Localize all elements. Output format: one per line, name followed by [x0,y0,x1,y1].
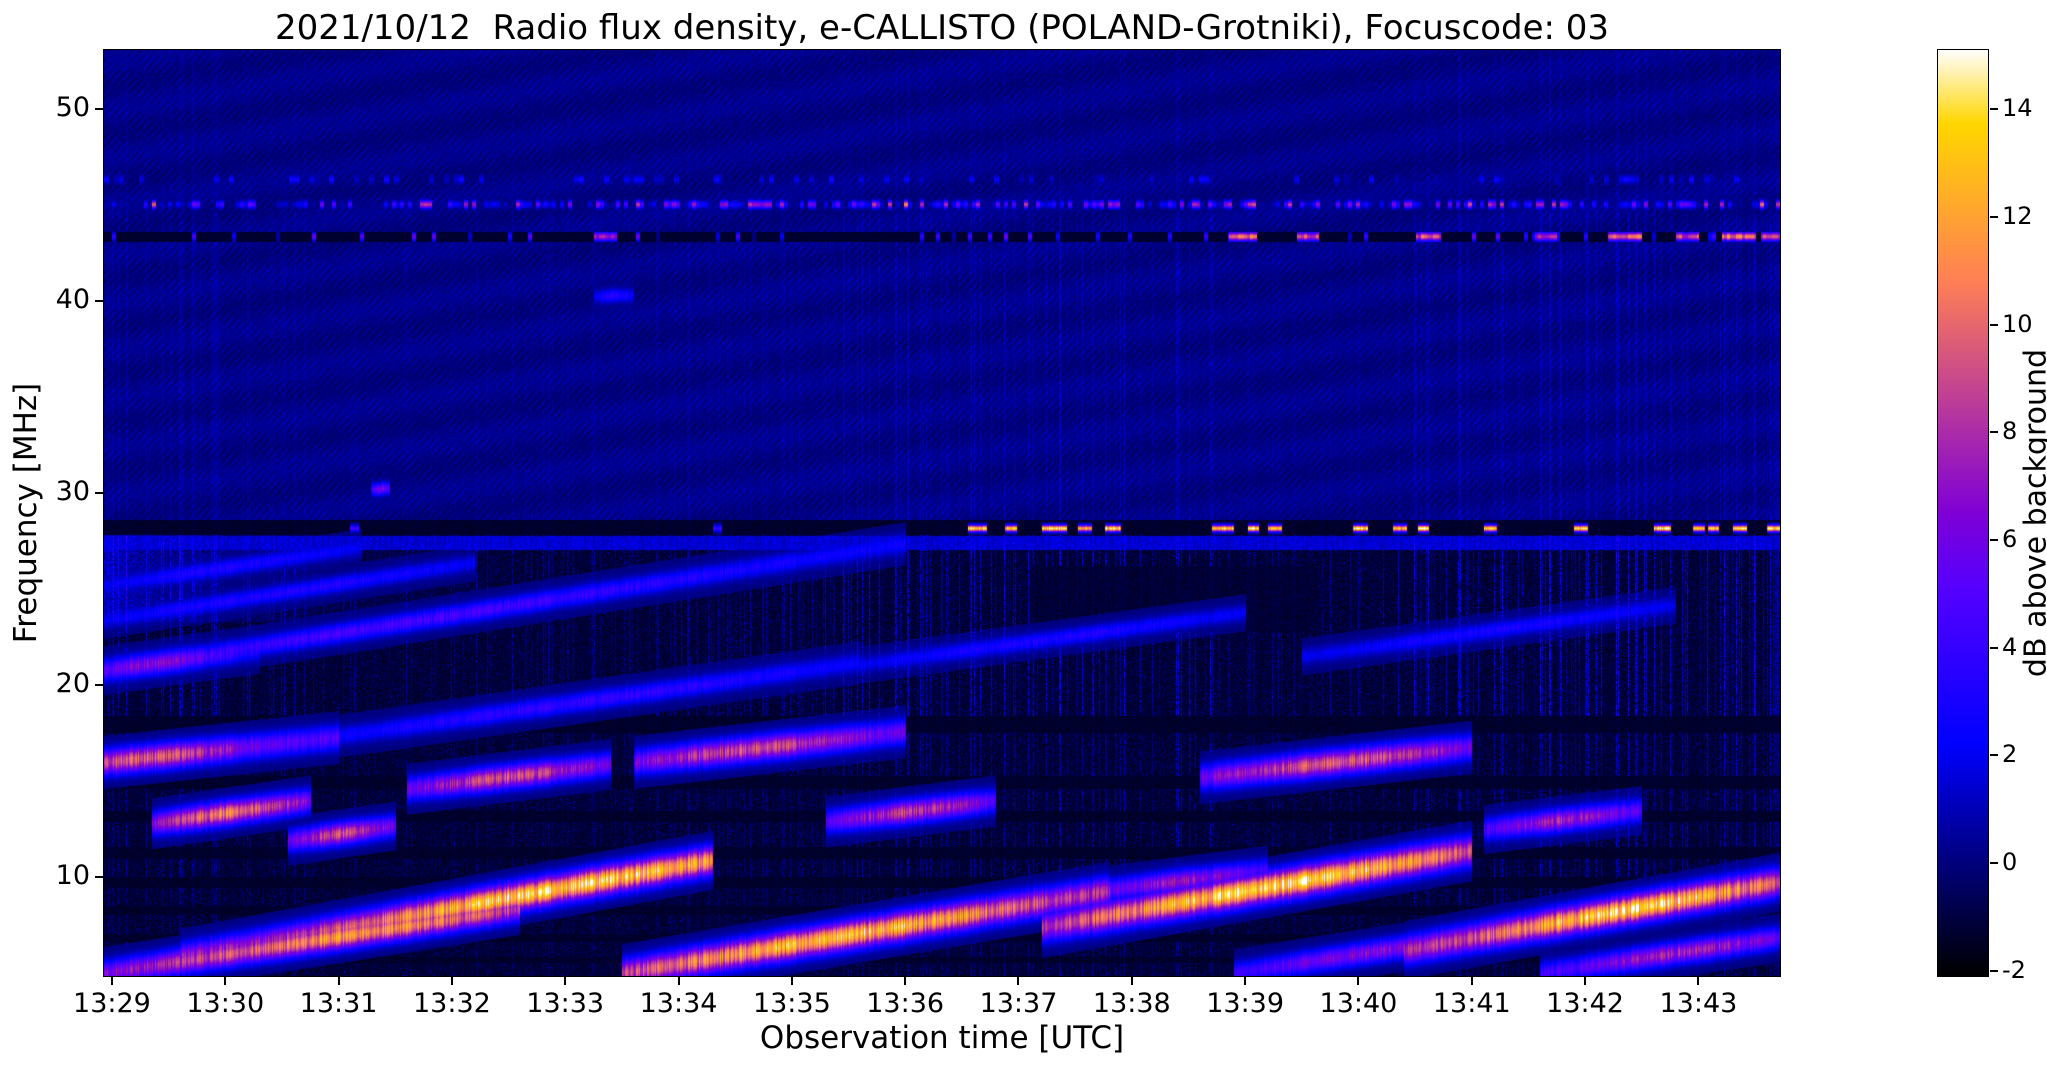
x-tick-mark [1017,977,1020,985]
colorbar-tick-label: 6 [2002,524,2018,553]
colorbar-tick-mark [1990,323,1998,326]
x-tick-mark [1697,977,1700,985]
y-tick-label: 10 [55,860,90,892]
x-tick-label: 13:38 [1092,988,1171,1019]
x-tick-mark [1244,977,1247,985]
x-axis-label: Observation time [UTC] [759,1020,1125,1056]
colorbar-tick-label: 14 [2002,94,2033,123]
colorbar-tick-label: -2 [2002,955,2026,984]
colorbar-tick-mark [1990,108,1998,111]
colorbar-tick-mark [1990,431,1998,434]
x-tick-mark [1357,977,1360,985]
x-tick-mark [1584,977,1587,985]
x-tick-label: 13:43 [1659,988,1738,1019]
colorbar-label: dB above background [2018,348,2047,678]
colorbar-tick-mark [1990,646,1998,649]
colorbar-tick-label: 10 [2002,309,2033,338]
x-tick-mark [1470,977,1473,985]
y-tick-mark [95,876,103,879]
x-tick-mark [564,977,567,985]
x-tick-mark [790,977,793,985]
x-tick-mark [450,977,453,985]
y-axis-label: Frequency [MHz] [8,382,44,644]
x-tick-label: 13:42 [1546,988,1624,1019]
colorbar-tick-mark [1990,538,1998,541]
x-tick-label: 13:39 [1206,988,1285,1019]
x-tick-mark [224,977,227,985]
x-tick-mark [677,977,680,985]
x-tick-label: 13:33 [526,988,605,1019]
x-tick-mark [110,977,113,985]
x-tick-label: 13:41 [1432,988,1511,1019]
y-tick-label: 20 [55,668,90,700]
colorbar-tick-mark [1990,215,1998,218]
chart-title: 2021/10/12 Radio flux density, e-CALLIST… [274,8,1610,48]
x-tick-label: 13:31 [299,988,378,1019]
y-tick-mark [95,492,103,495]
colorbar [1937,49,1989,977]
colorbar-tick-mark [1990,969,1998,972]
x-tick-mark [1130,977,1133,985]
colorbar-tick-mark [1990,754,1998,757]
y-tick-mark [95,300,103,303]
y-tick-mark [95,108,103,111]
y-tick-mark [95,684,103,687]
y-tick-label: 40 [55,284,90,316]
colorbar-tick-label: 2 [2002,740,2018,769]
colorbar-tick-mark [1990,861,1998,864]
y-tick-label: 50 [55,92,90,124]
x-tick-label: 13:37 [979,988,1058,1019]
x-tick-label: 13:35 [752,988,831,1019]
y-tick-label: 30 [55,476,90,508]
x-tick-mark [904,977,907,985]
colorbar-tick-label: 12 [2002,201,2033,230]
colorbar-tick-label: 8 [2002,417,2018,446]
colorbar-tick-label: 0 [2002,847,2018,876]
x-tick-label: 13:32 [412,988,491,1019]
x-tick-label: 13:34 [639,988,718,1019]
colorbar-tick-label: 4 [2002,632,2018,661]
x-tick-label: 13:30 [186,988,265,1019]
x-tick-mark [337,977,340,985]
x-tick-label: 13:36 [866,988,945,1019]
x-tick-label: 13:40 [1319,988,1398,1019]
spectrogram-heatmap [103,49,1781,977]
x-tick-label: 13:29 [73,988,151,1019]
